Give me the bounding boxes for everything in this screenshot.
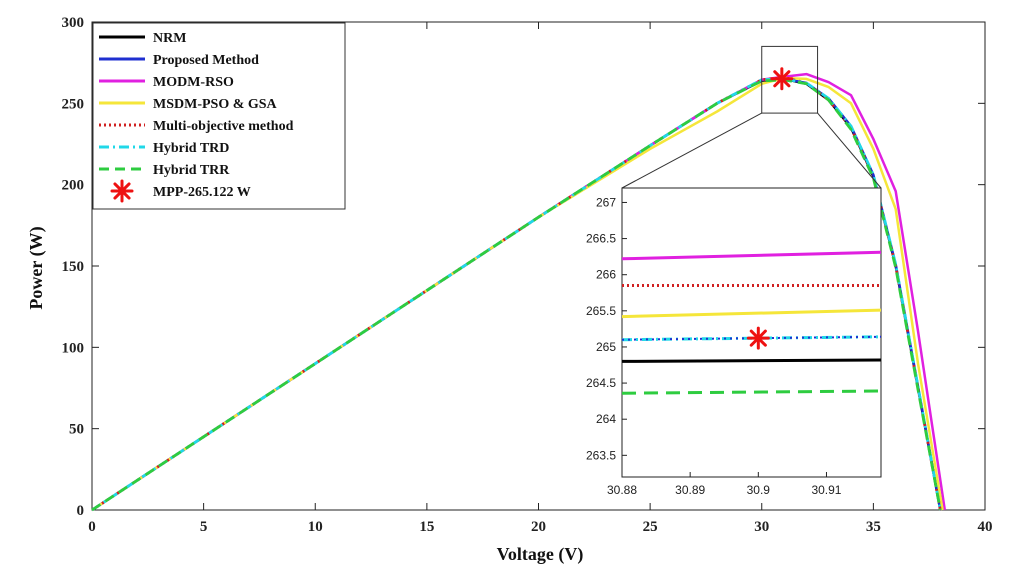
- x-tick-label: 40: [978, 519, 993, 535]
- series-line-hybrid-trr: [91, 78, 942, 512]
- x-tick-label: 5: [200, 519, 208, 535]
- x-tick-label: 15: [419, 519, 434, 535]
- inset-y-tick-label: 267: [596, 195, 616, 209]
- y-tick-label: 150: [62, 259, 85, 275]
- legend-entry-msdm-pso-gsa: MSDM-PSO & GSA: [99, 97, 278, 112]
- legend-box: [92, 22, 346, 210]
- inset-y-tick-label: 263.5: [586, 448, 616, 462]
- inset-series-line-nrm: [621, 358, 882, 363]
- legend-label: Hybrid TRR: [153, 163, 230, 178]
- inset-y-tick-label: 264.5: [586, 376, 616, 390]
- inset-mpp-marker: [746, 326, 770, 350]
- inset-y-tick-label: 266: [596, 268, 616, 282]
- inset-y-tick-label: 266.5: [586, 232, 616, 246]
- y-tick-label: 100: [62, 340, 85, 356]
- x-tick-label: 0: [88, 519, 96, 535]
- legend-label: MSDM-PSO & GSA: [153, 97, 278, 112]
- inset-series-line-modm-rso: [621, 250, 882, 261]
- x-tick-label: 20: [531, 519, 546, 535]
- legend-entry-modm-rso: MODM-RSO: [99, 75, 234, 90]
- inset-plot: 30.88 30.89 30.9 30.91 263.5 264 264.5 265 265.5…: [586, 187, 882, 497]
- legend-entry-hybrid-trd: Hybrid TRD: [99, 141, 229, 156]
- legend-label: MODM-RSO: [153, 75, 234, 90]
- zoom-connector-lines: [621, 112, 882, 189]
- legend-entry-mpp-265-122-w: MPP-265.122 W: [110, 179, 251, 203]
- inset-series-line-proposed-method: [621, 335, 882, 341]
- legend-label: MPP-265.122 W: [153, 185, 251, 200]
- x-tick-label: 25: [643, 519, 658, 535]
- legend-entry-hybrid-trr: Hybrid TRR: [99, 163, 230, 178]
- zoom-box: [761, 45, 819, 114]
- y-tick-label: 250: [62, 96, 85, 112]
- inset-series-line-msdm-pso-gsa: [621, 308, 882, 319]
- x-tick-label: 10: [308, 519, 323, 535]
- zoom-connector-right: [817, 112, 882, 189]
- mpp-marker: [770, 67, 794, 91]
- inset-y-tick-label: 265.5: [586, 304, 616, 318]
- legend-entry-multi-objective-method: Multi-objective method: [99, 119, 294, 134]
- inset-x-tick-label: 30.9: [747, 483, 771, 497]
- y-tick-label: 300: [62, 15, 85, 31]
- legend-marker-swatch: [110, 179, 134, 203]
- inset-x-tick-label: 30.89: [675, 483, 705, 497]
- legend-label: Proposed Method: [153, 53, 259, 68]
- inset-x-tick-label: 30.88: [607, 483, 637, 497]
- legend-marker-swatch-stroke: [113, 182, 131, 200]
- legend: NRM Proposed Method MODM-RSO MSDM-PSO & GSA…: [92, 22, 346, 210]
- zoom-connector-left: [621, 112, 762, 189]
- y-tick-label: 0: [77, 503, 85, 519]
- legend-label: NRM: [153, 31, 186, 46]
- legend-entry-nrm: NRM: [99, 31, 186, 46]
- x-axis-title: Voltage (V): [497, 544, 584, 565]
- y-axis-title: Power (W): [26, 226, 47, 309]
- inset-y-tick-label: 265: [596, 340, 616, 354]
- mpp-marker-stroke: [773, 70, 791, 88]
- y-tick-label: 200: [62, 178, 85, 194]
- legend-label: Multi-objective method: [153, 119, 294, 134]
- legend-label: Hybrid TRD: [153, 141, 229, 156]
- x-tick-label: 35: [866, 519, 881, 535]
- x-tick-label: 30: [754, 519, 769, 535]
- inset-y-tick-label: 264: [596, 412, 616, 426]
- legend-entry-proposed-method: Proposed Method: [99, 53, 259, 68]
- y-tick-label: 50: [69, 422, 84, 438]
- inset-x-tick-label: 30.91: [811, 483, 841, 497]
- inset-mpp-marker-stroke: [749, 329, 767, 347]
